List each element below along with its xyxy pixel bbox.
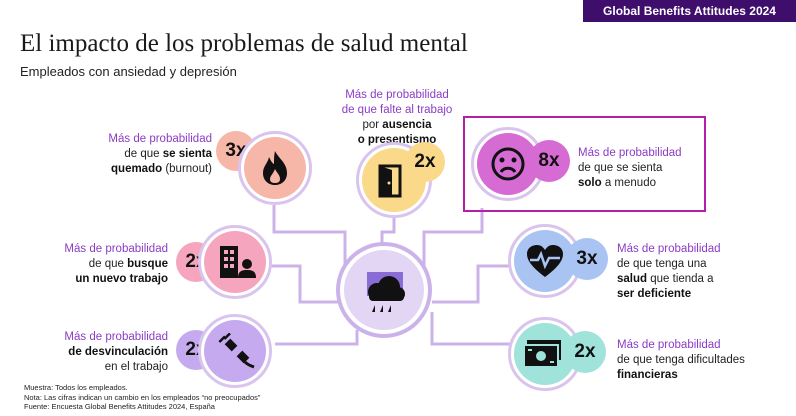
footnote-source: Fuente: Encuesta Global Benefits Attitud… bbox=[24, 402, 215, 411]
connector-finance bbox=[430, 312, 510, 346]
connector-burnout bbox=[272, 205, 347, 268]
highlight-frame bbox=[463, 116, 706, 212]
unplugged-icon bbox=[218, 333, 255, 369]
alone-label: Más de probabilidad de que se sienta sol… bbox=[578, 147, 682, 189]
office-building-person-icon bbox=[220, 246, 256, 278]
heart-pulse-icon bbox=[527, 245, 563, 277]
storm-cloud-icon bbox=[368, 276, 405, 312]
footnotes: Muestra: Todos los empleados. Nota: Las … bbox=[24, 383, 260, 412]
connector-absence bbox=[380, 214, 396, 244]
finance-multiplier: 2x bbox=[564, 331, 606, 373]
burnout-label: Más de probabilidad de que se sienta que… bbox=[108, 133, 212, 175]
page-title: El impacto de los problemas de salud men… bbox=[20, 30, 468, 57]
connector-health bbox=[432, 264, 510, 304]
job-label: Más de probabilidad de que busque un nue… bbox=[64, 243, 168, 285]
health-label: Más de probabilidad de que tenga una sal… bbox=[617, 243, 721, 300]
page-subtitle: Empleados con ansiedad y depresión bbox=[20, 64, 237, 79]
finance-label: Más de probabilidad de que tenga dificul… bbox=[617, 339, 745, 381]
connector-disengage bbox=[275, 330, 359, 346]
door-exit-icon bbox=[378, 164, 402, 198]
connector-job bbox=[270, 264, 338, 304]
health-multiplier: 3x bbox=[566, 238, 608, 280]
footnote-sample: Muestra: Todos los empleados. bbox=[24, 383, 128, 392]
footnote-note: Nota: Las cifras indican un cambio en lo… bbox=[24, 392, 261, 402]
disengage-label: Más de probabilidad de desvinculación en… bbox=[64, 331, 168, 373]
fire-icon bbox=[263, 151, 287, 185]
connector-alone bbox=[422, 208, 484, 268]
alone-multiplier: 8x bbox=[528, 140, 570, 182]
report-brand-bar: Global Benefits Attitudes 2024 bbox=[583, 0, 796, 22]
cash-icon bbox=[523, 340, 561, 368]
disengage-circle-fill bbox=[204, 320, 266, 382]
absence-label: Más de probabilidad de que falte al trab… bbox=[341, 89, 453, 146]
absence-multiplier: 2x bbox=[405, 142, 445, 182]
sad-face-icon bbox=[491, 147, 525, 181]
